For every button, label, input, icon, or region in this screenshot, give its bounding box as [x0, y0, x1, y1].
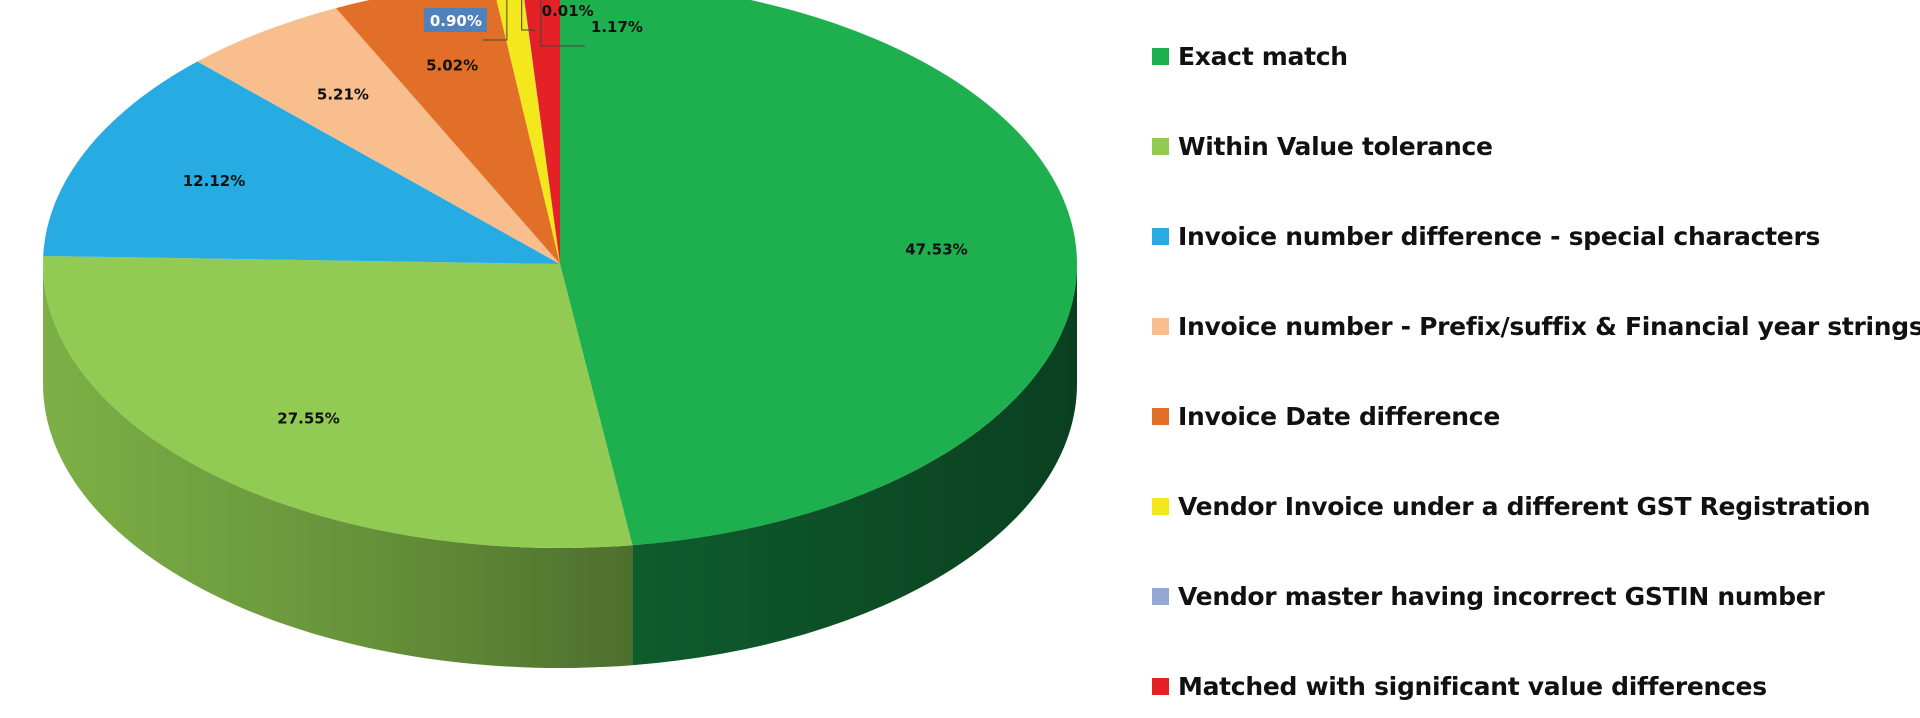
data-label-invoice-number-prefix-suffix-financial-year-strings: 5.21% — [317, 85, 369, 103]
data-label-exact-match: 47.53% — [905, 240, 967, 258]
legend-item-invoice-number-prefix-suffix: Invoice number - Prefix/suffix & Financi… — [1152, 306, 1920, 346]
legend-label: Invoice Date difference — [1178, 401, 1500, 431]
legend-swatch — [1152, 587, 1169, 605]
slice-invoice-number-prefix-suffix-financial-year-strings — [197, 8, 560, 265]
legend-swatch — [1152, 407, 1169, 425]
legend-item-matched-significant-differences: Matched with significant value differenc… — [1152, 666, 1767, 706]
legend-item-vendor-invoice-different-gst: Vendor Invoice under a different GST Reg… — [1152, 486, 1871, 526]
data-label-vendor-invoice-under-a-different-gst-registration: 0.90% — [430, 12, 482, 30]
legend-item-invoice-number-special-characters: Invoice number difference - special char… — [1152, 216, 1820, 256]
slice-invoice-date-difference — [335, 0, 560, 264]
data-label-matched-with-significant-value-differences: 1.17% — [591, 18, 643, 36]
legend-label: Within Value tolerance — [1178, 131, 1493, 161]
legend-label: Invoice number - Prefix/suffix & Financi… — [1178, 311, 1920, 341]
legend-swatch — [1152, 137, 1169, 155]
data-label-within-value-tolerance: 27.55% — [277, 410, 339, 428]
legend-swatch — [1152, 317, 1169, 335]
slice-within-value-tolerance — [43, 255, 633, 548]
leader-line-matched-with-significant-value-differences — [540, 0, 585, 47]
data-label-vendor-master-having-incorrect-gstin-number: 0.01% — [542, 2, 594, 20]
legend-swatch — [1152, 227, 1169, 245]
data-label-box-vendor-invoice-under-a-different-gst-registration — [423, 8, 487, 32]
legend-item-vendor-master-incorrect-gstin: Vendor master having incorrect GSTIN num… — [1152, 576, 1825, 616]
leader-line-vendor-invoice-under-a-different-gst-registration — [482, 0, 508, 41]
legend-label: Vendor master having incorrect GSTIN num… — [1178, 581, 1825, 611]
data-label-invoice-number-difference-special-characters: 12.12% — [183, 172, 245, 190]
slice-vendor-master-having-incorrect-gstin-number — [524, 0, 560, 264]
slice-exact-match — [560, 0, 1077, 546]
slice-matched-with-significant-value-differences — [524, 0, 560, 264]
legend-item-invoice-date-difference: Invoice Date difference — [1152, 396, 1500, 436]
legend-swatch — [1152, 677, 1169, 695]
slice-invoice-number-difference-special-characters — [43, 61, 561, 265]
leader-line-vendor-master-having-incorrect-gstin-number — [521, 0, 536, 31]
legend-label: Matched with significant value differenc… — [1178, 671, 1767, 701]
slice-side-within-value-tolerance — [43, 264, 633, 668]
legend-swatch — [1152, 497, 1169, 515]
legend-item-exact-match: Exact match — [1152, 36, 1348, 76]
legend-swatch — [1152, 47, 1169, 65]
legend-label: Invoice number difference - special char… — [1178, 221, 1821, 251]
slice-vendor-invoice-under-a-different-gst-registration — [496, 0, 560, 264]
slice-side-exact-match — [632, 264, 1077, 666]
legend-label: Exact match — [1178, 41, 1348, 71]
legend-item-within-value-tolerance: Within Value tolerance — [1152, 126, 1493, 166]
data-label-invoice-date-difference: 5.02% — [426, 56, 478, 74]
legend-label: Vendor Invoice under a different GST Reg… — [1178, 491, 1871, 521]
